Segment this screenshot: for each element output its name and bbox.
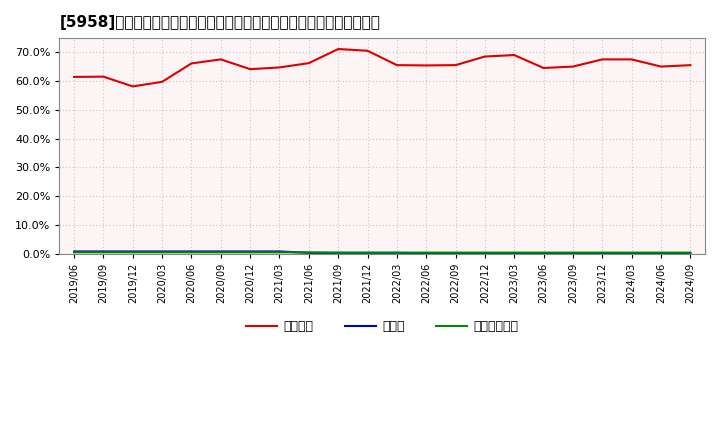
繰延税金資産 — [158, 249, 166, 255]
のれん — [363, 250, 372, 256]
自己資本 — [363, 48, 372, 53]
のれん — [598, 250, 607, 256]
繰延税金資産 — [451, 250, 460, 255]
自己資本 — [70, 74, 78, 80]
のれん — [539, 250, 548, 256]
のれん — [627, 250, 636, 256]
繰延税金資産 — [70, 249, 78, 255]
繰延税金資産 — [217, 249, 225, 255]
自己資本 — [392, 62, 401, 68]
のれん — [99, 249, 108, 254]
自己資本 — [246, 66, 254, 72]
自己資本 — [598, 57, 607, 62]
自己資本 — [305, 60, 313, 66]
繰延税金資産 — [275, 249, 284, 255]
のれん — [510, 250, 518, 256]
自己資本 — [334, 46, 343, 51]
Line: 自己資本: 自己資本 — [74, 49, 690, 86]
繰延税金資産 — [480, 250, 489, 255]
繰延税金資産 — [392, 250, 401, 255]
のれん — [334, 250, 343, 256]
のれん — [392, 250, 401, 256]
のれん — [569, 250, 577, 256]
自己資本 — [627, 57, 636, 62]
Text: [5958]　自己資本、のれん、繰延税金資産の総資産に対する比率の推移: [5958] 自己資本、のれん、繰延税金資産の総資産に対する比率の推移 — [60, 15, 380, 30]
のれん — [128, 249, 137, 254]
自己資本 — [158, 79, 166, 84]
のれん — [657, 250, 665, 256]
のれん — [246, 249, 254, 254]
繰延税金資産 — [686, 250, 695, 255]
繰延税金資産 — [334, 250, 343, 255]
自己資本 — [128, 84, 137, 89]
のれん — [686, 250, 695, 256]
自己資本 — [569, 64, 577, 69]
Line: のれん: のれん — [74, 251, 690, 253]
繰延税金資産 — [510, 250, 518, 255]
自己資本 — [510, 52, 518, 58]
のれん — [275, 249, 284, 254]
のれん — [158, 249, 166, 254]
繰延税金資産 — [187, 249, 196, 255]
自己資本 — [480, 54, 489, 59]
繰延税金資産 — [363, 250, 372, 255]
のれん — [305, 250, 313, 256]
のれん — [187, 249, 196, 254]
繰延税金資産 — [598, 250, 607, 255]
自己資本 — [657, 64, 665, 69]
のれん — [422, 250, 431, 256]
自己資本 — [99, 74, 108, 79]
Legend: 自己資本, のれん, 繰延税金資産: 自己資本, のれん, 繰延税金資産 — [241, 315, 523, 338]
繰延税金資産 — [422, 250, 431, 255]
自己資本 — [275, 65, 284, 70]
繰延税金資産 — [539, 250, 548, 255]
のれん — [217, 249, 225, 254]
自己資本 — [422, 63, 431, 68]
繰延税金資産 — [657, 250, 665, 255]
繰延税金資産 — [627, 250, 636, 255]
繰延税金資産 — [99, 249, 108, 255]
繰延税金資産 — [246, 249, 254, 255]
繰延税金資産 — [305, 249, 313, 255]
のれん — [70, 249, 78, 254]
自己資本 — [217, 57, 225, 62]
自己資本 — [686, 62, 695, 68]
自己資本 — [539, 66, 548, 71]
繰延税金資産 — [128, 249, 137, 255]
のれん — [451, 250, 460, 256]
繰延税金資産 — [569, 250, 577, 255]
自己資本 — [187, 61, 196, 66]
のれん — [480, 250, 489, 256]
自己資本 — [451, 62, 460, 68]
